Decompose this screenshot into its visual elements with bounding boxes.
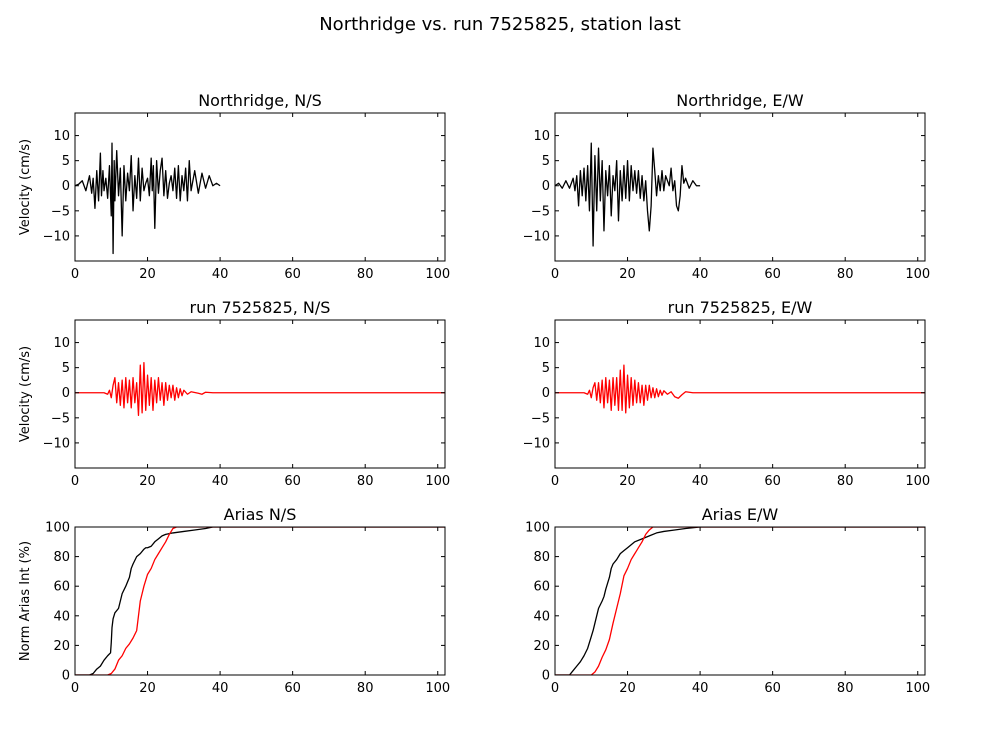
panel-title: Arias E/W xyxy=(702,505,779,524)
axes-frame xyxy=(74,526,446,676)
figure-title: Northridge vs. run 7525825, station last xyxy=(319,14,681,35)
y-tick-label: −5 xyxy=(531,411,550,426)
y-tick-label: 0 xyxy=(62,179,70,194)
panel-title: Northridge, N/S xyxy=(198,91,322,110)
y-tick-label: 60 xyxy=(533,580,550,595)
y-tick-label: 5 xyxy=(62,361,70,376)
y-tick-label: 60 xyxy=(53,580,70,595)
x-tick-label: 40 xyxy=(692,681,709,696)
x-tick-label: 100 xyxy=(425,267,450,282)
x-tick-label: 100 xyxy=(905,267,930,282)
x-tick-label: 40 xyxy=(212,681,229,696)
panel-northridge-ew: Northridge, E/W 0 20 40 60 80 100 −10 −5 0 5 10 xyxy=(523,91,931,282)
x-tick-label: 100 xyxy=(425,681,450,696)
x-tick-label: 60 xyxy=(764,681,781,696)
x-tick-label: 40 xyxy=(692,267,709,282)
y-tick-label: 10 xyxy=(53,336,70,351)
panel-title: Northridge, E/W xyxy=(676,91,804,110)
series-line-recorded xyxy=(75,527,445,675)
x-tick-label: 100 xyxy=(425,474,450,489)
series-line-simulated xyxy=(75,527,445,675)
x-tick-label: 0 xyxy=(551,474,559,489)
series-line-recorded xyxy=(555,142,701,247)
x-tick-label: 60 xyxy=(764,474,781,489)
panel-title: Arias N/S xyxy=(224,505,297,524)
y-tick-label: −10 xyxy=(523,436,550,451)
x-tick-label: 0 xyxy=(551,681,559,696)
y-tick-label: −10 xyxy=(523,229,550,244)
x-tick-label: 20 xyxy=(619,474,636,489)
y-tick-label: 80 xyxy=(533,550,550,565)
x-tick-label: 0 xyxy=(551,267,559,282)
y-tick-label: 0 xyxy=(542,386,550,401)
y-axis-label: Norm Arias Int (%) xyxy=(18,541,33,661)
y-tick-label: 5 xyxy=(542,361,550,376)
x-tick-label: 80 xyxy=(837,267,854,282)
y-axis-label: Velocity (cm/s) xyxy=(18,139,33,235)
x-tick-label: 20 xyxy=(139,474,156,489)
x-tick-label: 80 xyxy=(357,267,374,282)
axes-frame xyxy=(554,112,926,262)
x-tick-label: 80 xyxy=(357,681,374,696)
x-tick-label: 40 xyxy=(692,474,709,489)
y-tick-label: 100 xyxy=(45,521,70,536)
axes-frame xyxy=(554,526,926,676)
y-tick-label: −5 xyxy=(531,204,550,219)
y-tick-label: 5 xyxy=(62,154,70,169)
x-tick-label: 0 xyxy=(71,267,79,282)
y-tick-label: 40 xyxy=(533,609,550,624)
axes-frame xyxy=(554,319,926,469)
x-tick-label: 0 xyxy=(71,681,79,696)
x-tick-label: 80 xyxy=(837,474,854,489)
series-line-simulated xyxy=(555,364,925,414)
panel-arias-ns: Arias N/S 0 20 40 60 80 100 0 20 40 60 80 100 Norm A… xyxy=(18,505,450,696)
y-tick-label: 0 xyxy=(62,669,70,684)
x-tick-label: 80 xyxy=(357,474,374,489)
x-tick-label: 20 xyxy=(139,681,156,696)
y-tick-label: 0 xyxy=(542,669,550,684)
series-line-simulated xyxy=(555,527,925,675)
series-line-recorded xyxy=(75,142,221,255)
y-tick-label: 10 xyxy=(533,129,550,144)
y-tick-label: 100 xyxy=(525,521,550,536)
series-line-simulated xyxy=(75,361,445,416)
panel-northridge-ns: Northridge, N/S 0 20 40 60 80 100 −10 −5 0 5 10 Vel… xyxy=(18,91,450,282)
y-tick-label: 80 xyxy=(53,550,70,565)
x-tick-label: 60 xyxy=(284,474,301,489)
series-line-recorded xyxy=(555,527,925,675)
x-tick-label: 20 xyxy=(139,267,156,282)
x-tick-label: 0 xyxy=(71,474,79,489)
panel-title: run 7525825, E/W xyxy=(668,298,813,317)
y-tick-label: 5 xyxy=(542,154,550,169)
x-tick-label: 80 xyxy=(837,681,854,696)
x-tick-label: 40 xyxy=(212,474,229,489)
y-tick-label: −10 xyxy=(43,229,70,244)
x-tick-label: 40 xyxy=(212,267,229,282)
x-tick-label: 20 xyxy=(619,681,636,696)
y-tick-label: −5 xyxy=(51,204,70,219)
x-tick-label: 100 xyxy=(905,474,930,489)
x-tick-label: 100 xyxy=(905,681,930,696)
y-tick-label: −10 xyxy=(43,436,70,451)
y-tick-label: 20 xyxy=(533,639,550,654)
panel-run-ew: run 7525825, E/W 0 20 40 60 80 100 −10 −5 0 5 10 xyxy=(523,298,931,489)
axes-frame xyxy=(74,319,446,469)
y-tick-label: 0 xyxy=(62,386,70,401)
axes-frame xyxy=(74,112,446,262)
panel-run-ns: run 7525825, N/S 0 20 40 60 80 100 −10 −5 0 5 10 Ve… xyxy=(18,298,450,489)
y-tick-label: 10 xyxy=(533,336,550,351)
y-tick-label: −5 xyxy=(51,411,70,426)
x-tick-label: 60 xyxy=(284,267,301,282)
panel-arias-ew: Arias E/W 0 20 40 60 80 100 0 20 40 60 80 100 xyxy=(525,505,930,696)
y-axis-label: Velocity (cm/s) xyxy=(18,346,33,442)
x-tick-label: 60 xyxy=(764,267,781,282)
y-tick-label: 40 xyxy=(53,609,70,624)
y-tick-label: 10 xyxy=(53,129,70,144)
panel-title: run 7525825, N/S xyxy=(190,298,331,317)
y-tick-label: 0 xyxy=(542,179,550,194)
x-tick-label: 20 xyxy=(619,267,636,282)
y-tick-label: 20 xyxy=(53,639,70,654)
x-tick-label: 60 xyxy=(284,681,301,696)
